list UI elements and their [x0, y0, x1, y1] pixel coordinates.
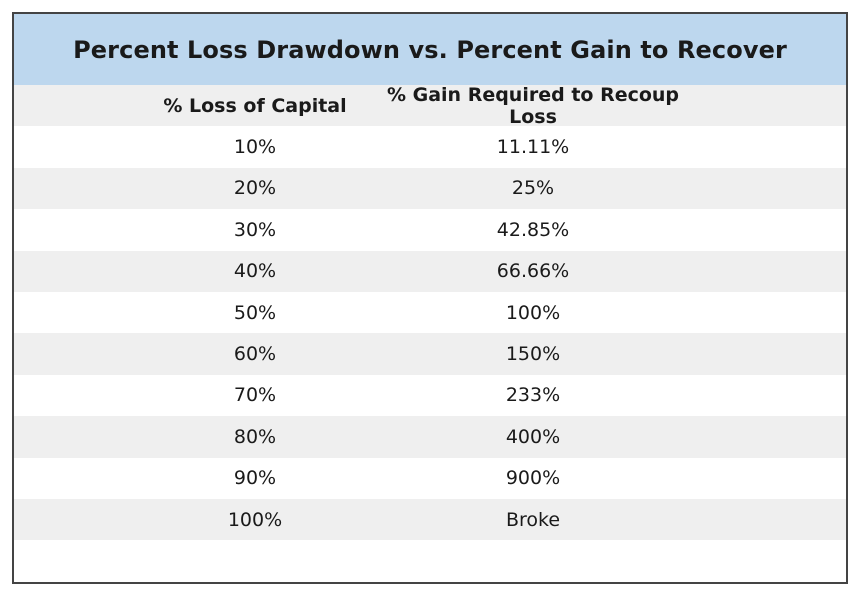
cell-loss: 60%	[233, 343, 277, 366]
cell-gain: 100%	[505, 301, 561, 324]
cell-loss: 10%	[233, 136, 277, 159]
cell-gain: Broke	[505, 508, 561, 531]
table-title: Percent Loss Drawdown vs. Percent Gain t…	[14, 14, 846, 85]
drawdown-table: % Loss of Capital % Gain Required to Rec…	[14, 83, 846, 541]
table-row: 10% 11.11%	[14, 126, 846, 167]
table-row: 20% 25%	[14, 167, 846, 210]
table-row: 100% Broke	[14, 498, 846, 541]
table-row: 70% 233%	[14, 375, 846, 416]
column-header-gain: % Gain Required to Recoup Loss	[386, 83, 680, 128]
cell-gain: 150%	[505, 343, 561, 366]
cell-gain: 233%	[505, 384, 561, 407]
table-row: 50% 100%	[14, 292, 846, 333]
cell-loss: 70%	[233, 384, 277, 407]
column-header-loss: % Loss of Capital	[163, 94, 347, 117]
cell-loss: 100%	[227, 508, 283, 531]
cell-gain: 400%	[505, 425, 561, 448]
table-row: 90% 900%	[14, 458, 846, 499]
cell-loss: 30%	[233, 218, 277, 241]
cell-gain: 66.66%	[496, 260, 570, 283]
cell-gain: 900%	[505, 467, 561, 490]
cell-loss: 80%	[233, 425, 277, 448]
cell-loss: 40%	[233, 260, 277, 283]
cell-gain: 11.11%	[496, 136, 570, 159]
cell-loss: 20%	[233, 177, 277, 200]
cell-loss: 50%	[233, 301, 277, 324]
table-row: 80% 400%	[14, 416, 846, 458]
table-row: 30% 42.85%	[14, 209, 846, 250]
cell-gain: 42.85%	[496, 218, 570, 241]
table-frame: Percent Loss Drawdown vs. Percent Gain t…	[12, 12, 848, 584]
table-row: 60% 150%	[14, 333, 846, 375]
cell-loss: 90%	[233, 467, 277, 490]
header-row: % Loss of Capital % Gain Required to Rec…	[14, 83, 846, 128]
table-row: 40% 66.66%	[14, 250, 846, 292]
cell-gain: 25%	[511, 177, 555, 200]
